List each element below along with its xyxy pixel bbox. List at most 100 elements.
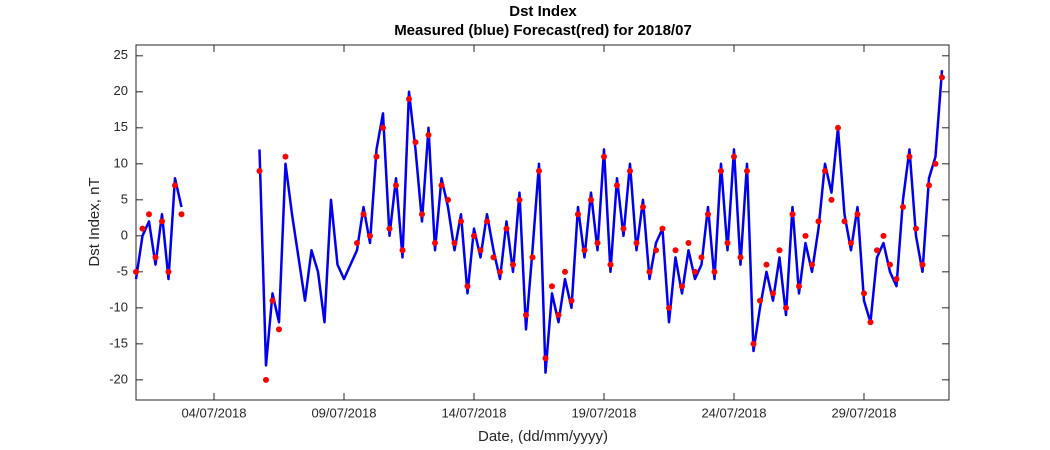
forecast-dot [782, 304, 789, 311]
forecast-dot [626, 168, 633, 175]
forecast-dot [756, 297, 763, 304]
y-tick-label: -20 [109, 371, 128, 386]
forecast-dot [152, 254, 159, 261]
forecast-dot [399, 247, 406, 254]
forecast-dot [834, 124, 841, 131]
forecast-dot [854, 211, 861, 218]
forecast-dot [828, 196, 835, 203]
forecast-dot [535, 168, 542, 175]
y-tick-label: 0 [121, 227, 128, 242]
forecast-dot [795, 283, 802, 290]
forecast-dot [841, 218, 848, 225]
forecast-dot [737, 254, 744, 261]
forecast-dot [899, 204, 906, 211]
forecast-dot [496, 268, 503, 275]
forecast-dot [503, 225, 510, 232]
forecast-dot [464, 283, 471, 290]
forecast-dot [379, 124, 386, 131]
forecast-dot [256, 168, 263, 175]
forecast-dot [457, 218, 464, 225]
forecast-dot [418, 211, 425, 218]
forecast-dot [789, 211, 796, 218]
forecast-dot [938, 74, 945, 81]
forecast-dot [776, 247, 783, 254]
forecast-dot [652, 247, 659, 254]
forecast-dot [815, 218, 822, 225]
forecast-dot [919, 261, 926, 268]
y-tick-label: 20 [114, 83, 128, 98]
y-tick-label: 15 [114, 119, 128, 134]
forecast-dot [633, 240, 640, 247]
y-tick-label: -10 [109, 299, 128, 314]
forecast-dot [685, 240, 692, 247]
x-tick-label: 29/07/2018 [831, 405, 896, 420]
forecast-dot [665, 304, 672, 311]
forecast-dot [587, 196, 594, 203]
forecast-dot [912, 225, 919, 232]
x-axis-label: Date, (dd/mm/yyyy) [478, 428, 608, 445]
forecast-dot [893, 276, 900, 283]
forecast-dot [555, 312, 562, 319]
forecast-dot [821, 168, 828, 175]
forecast-dot [366, 232, 373, 239]
forecast-dot [906, 153, 913, 160]
forecast-dot [529, 254, 536, 261]
forecast-dot [743, 168, 750, 175]
forecast-dot [171, 182, 178, 189]
forecast-dot [477, 247, 484, 254]
forecast-dot [386, 225, 393, 232]
forecast-dot [672, 247, 679, 254]
forecast-dot [613, 182, 620, 189]
forecast-dot [730, 153, 737, 160]
x-tick-label: 19/07/2018 [571, 405, 636, 420]
forecast-dot [678, 283, 685, 290]
forecast-dot [178, 211, 185, 218]
forecast-dot [431, 240, 438, 247]
forecast-dot [438, 182, 445, 189]
forecast-dot [600, 153, 607, 160]
forecast-dot [542, 355, 549, 362]
forecast-dot [620, 225, 627, 232]
forecast-dot [646, 268, 653, 275]
forecast-dot [750, 340, 757, 347]
forecast-dot [886, 261, 893, 268]
forecast-dot [711, 268, 718, 275]
forecast-dot [451, 240, 458, 247]
forecast-dot [873, 247, 880, 254]
forecast-dot [704, 211, 711, 218]
forecast-dot [867, 319, 874, 326]
forecast-dot [925, 182, 932, 189]
x-tick-label: 24/07/2018 [701, 405, 766, 420]
forecast-dot [490, 254, 497, 261]
measured-line [134, 176, 183, 281]
forecast-dot [269, 297, 276, 304]
forecast-dot [581, 247, 588, 254]
forecast-dot [282, 153, 289, 160]
forecast-dot [412, 139, 419, 146]
forecast-dot [405, 96, 412, 103]
x-tick-label: 14/07/2018 [441, 405, 506, 420]
measured-line [258, 70, 944, 374]
forecast-dot [659, 225, 666, 232]
forecast-dot [133, 268, 139, 275]
forecast-dot [444, 196, 451, 203]
forecast-dot [568, 297, 575, 304]
forecast-dot [139, 225, 146, 232]
y-axis-label: Dst Index, nT [86, 177, 103, 266]
forecast-dot [802, 232, 809, 239]
y-tick-label: 5 [121, 191, 128, 206]
forecast-dot [574, 211, 581, 218]
forecast-dot [607, 261, 614, 268]
y-tick-label: 10 [114, 155, 128, 170]
forecast-dot [763, 261, 770, 268]
forecast-dot [522, 312, 529, 319]
forecast-dot [483, 218, 490, 225]
forecast-dot [470, 232, 477, 239]
forecast-dot [847, 240, 854, 247]
forecast-dot [932, 160, 939, 167]
forecast-dot [639, 204, 646, 211]
y-tick-label: 25 [114, 47, 128, 62]
forecast-dot [548, 283, 555, 290]
forecast-dot [275, 326, 282, 333]
